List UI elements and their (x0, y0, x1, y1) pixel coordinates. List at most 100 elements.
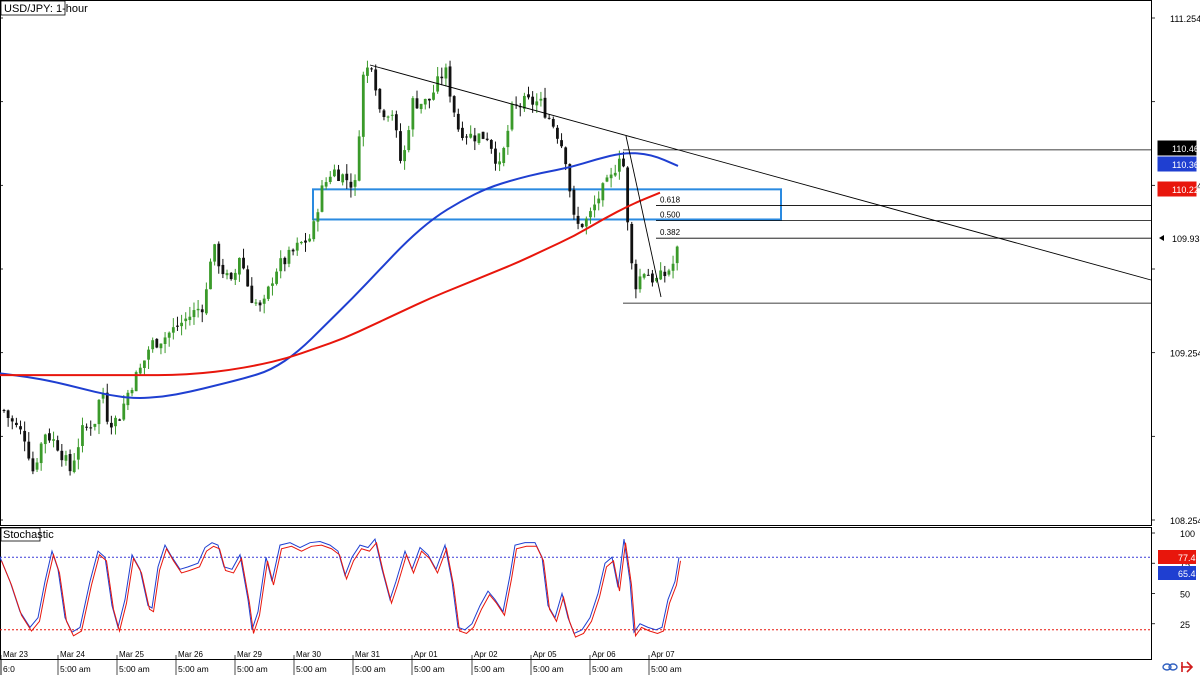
candle-body (556, 127, 559, 139)
candle-body (419, 103, 423, 110)
candle-body (254, 302, 258, 304)
candle-body (200, 309, 204, 313)
candle-body (568, 164, 572, 192)
candle-body (295, 242, 299, 251)
candle-body (250, 285, 254, 303)
candle-body (151, 340, 155, 350)
time-label: 5:00 am (296, 664, 327, 674)
candle-body (68, 454, 72, 472)
candle-body (390, 114, 394, 116)
candle-body (23, 430, 27, 442)
candle-body (233, 272, 237, 280)
candle-body (427, 98, 431, 101)
candle-body (378, 88, 382, 110)
candle-body (275, 271, 278, 284)
resistance-zone (312, 188, 782, 221)
candle-body (432, 92, 435, 100)
date-label: Mar 23 (3, 650, 28, 659)
link-icon[interactable] (1162, 663, 1178, 671)
candle-body (279, 258, 283, 272)
candle-body (180, 322, 183, 327)
price-badge-label: 110.466 (1172, 144, 1200, 154)
candle-body (399, 131, 402, 161)
fib-level-label: 0.618 (660, 195, 681, 204)
date-label: Mar 29 (237, 650, 262, 659)
price-badge-label: 110.221 (1172, 185, 1200, 195)
candle-body (130, 389, 134, 394)
candle-body (229, 272, 233, 280)
price-badge-arrow (1159, 235, 1164, 241)
candle-body (494, 148, 497, 164)
candle-body (560, 140, 563, 147)
descending-trendline (369, 64, 1152, 281)
candle-body (564, 147, 568, 165)
time-label: 5:00 am (237, 664, 268, 674)
candle-body (176, 325, 179, 327)
candle-body (444, 67, 448, 79)
candle-body (659, 270, 663, 280)
date-label: Apr 02 (474, 650, 498, 659)
candle-body (101, 393, 105, 399)
candle-body (576, 215, 580, 224)
candle-body (299, 241, 303, 244)
fib-swing-line (625, 135, 662, 298)
price-badge (1157, 230, 1197, 246)
candle-body (143, 360, 146, 369)
candle-body (81, 425, 84, 446)
candle-body (192, 310, 196, 318)
candle-body (184, 318, 188, 322)
date-label: Mar 26 (178, 650, 203, 659)
date-label: Mar 24 (60, 650, 85, 659)
candle-body (337, 169, 340, 181)
candle-body (52, 439, 55, 441)
candle-body (196, 308, 200, 311)
candle-body (14, 422, 18, 426)
stochastic-k-line (0, 537, 680, 635)
candle-body (163, 337, 167, 345)
candle-body (527, 94, 530, 98)
stochastic-tick-label: 25 (1180, 620, 1190, 630)
time-label: 5:00 am (60, 664, 91, 674)
candle-body (134, 372, 138, 392)
moving-average-red (0, 191, 661, 377)
candle-body (312, 221, 316, 240)
time-label: 5:00 am (119, 664, 150, 674)
candle-body (48, 433, 51, 441)
time-label: 5:00 am (592, 664, 623, 674)
candle-body (601, 183, 605, 201)
candle-body (242, 257, 245, 269)
candle-body (349, 181, 353, 188)
candle-body (394, 114, 398, 131)
stochastic-badge (1158, 550, 1196, 564)
candle-body (440, 76, 444, 79)
time-label: 5:00 am (474, 664, 505, 674)
candle-body (60, 450, 64, 461)
candle-body (382, 110, 386, 118)
candle-body (551, 118, 555, 127)
candle-body (452, 96, 456, 113)
candle-body (667, 270, 671, 275)
candle-body (547, 117, 551, 119)
candle-body (622, 158, 625, 167)
candle-body (448, 66, 452, 97)
candle-body (510, 103, 514, 130)
candle-body (258, 302, 262, 306)
price-badge-label: 110.369 (1172, 160, 1200, 170)
candle-body (320, 185, 324, 212)
price-tick-label: 108.254 (1170, 516, 1200, 526)
moving-average-blue (0, 152, 679, 399)
candle-body (361, 74, 365, 137)
candle-body (580, 223, 584, 227)
arrow-right-icon[interactable] (1181, 661, 1194, 673)
candle-body (584, 218, 588, 227)
candle-body (386, 116, 390, 118)
date-label: Mar 25 (119, 650, 144, 659)
candle-body (617, 158, 621, 172)
candle-body (477, 133, 481, 143)
candle-body (291, 249, 295, 252)
candle-body (159, 343, 163, 349)
candle-body (506, 130, 510, 148)
candle-body (76, 447, 80, 460)
candle-body (345, 173, 349, 181)
